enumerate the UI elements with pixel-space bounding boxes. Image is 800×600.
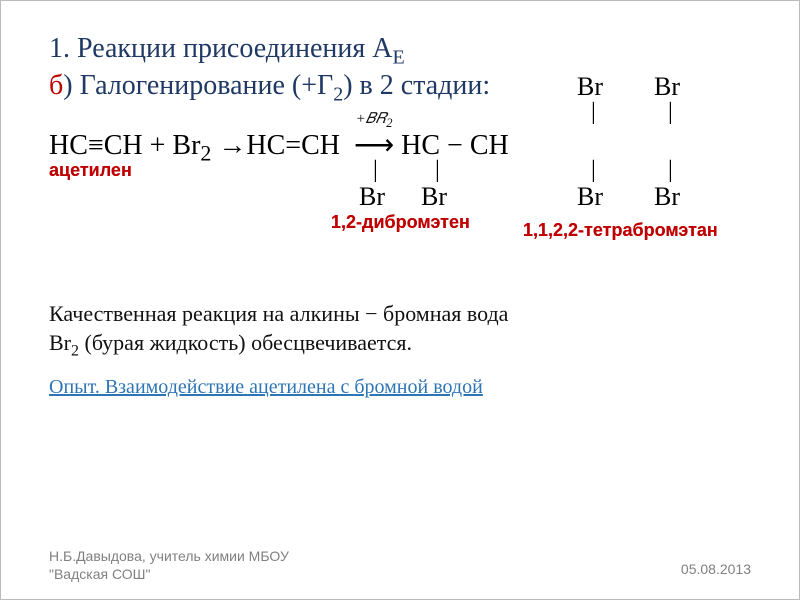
title-text-2a: ) Галогенирование (+Г	[63, 70, 333, 101]
bond: |	[591, 100, 596, 124]
title-text-2b: ) в 2 стадии:	[343, 70, 490, 101]
title-text-1: 1. Реакции присоединения А	[49, 33, 392, 64]
label-acetylene: ацетилен	[49, 160, 132, 181]
experiment-link[interactable]: Опыт. Взаимодействие ацетилена с бромной…	[49, 376, 751, 399]
br-atom: Br	[577, 184, 603, 210]
eq-arrow2-label-pre: +𝐵𝑅	[356, 111, 387, 127]
qual-br-sub: 2	[71, 343, 79, 360]
title-line-2: б) Галогенирование (+Г2) в 2 стадии:	[49, 70, 751, 107]
footer-date: 05.08.2013	[681, 561, 751, 577]
footer-author: Н.Б.Давыдова, учитель химии МБОУ "Вадска…	[49, 548, 289, 583]
reaction-equation: HC≡CH + Br2 →HC=CH +𝐵𝑅2⟶ HC − CH	[49, 128, 751, 167]
bond: |	[591, 158, 596, 182]
eq-br2-base: Br	[172, 130, 200, 161]
eq-arrow2-label: +𝐵𝑅2	[356, 110, 393, 131]
eq-arrow1: →	[211, 130, 246, 161]
br-atom: Br	[654, 184, 680, 210]
title-sub-g: 2	[333, 83, 343, 105]
qual-line2: Br2 (бурая жидкость) обесцвечивается.	[49, 328, 751, 362]
equation-area: HC≡CH + Br2 →HC=CH +𝐵𝑅2⟶ HC − CH | | Br …	[49, 128, 751, 167]
eq-product: HC − CH	[394, 130, 509, 161]
title-line-1: 1. Реакции присоединения АЕ	[49, 33, 751, 70]
bond: |	[435, 158, 440, 182]
bond: |	[373, 158, 378, 182]
bond: |	[668, 100, 673, 124]
label-tetrabromoethane: 1,1,2,2-тетрабромэтан	[523, 220, 718, 241]
eq-br2-sub: 2	[200, 141, 211, 166]
qual-rest: (бурая жидкость) обесцвечивается.	[79, 330, 412, 355]
br-atom: Br	[421, 184, 447, 210]
title-red-letter: б	[49, 70, 63, 101]
br-atom: Br	[654, 74, 680, 100]
bond: |	[668, 158, 673, 182]
eq-intermediate: HC=CH	[246, 130, 340, 161]
footer-author-l2: "Вадская СОШ"	[49, 566, 289, 584]
qual-br: Br	[49, 330, 71, 355]
br-atom: Br	[577, 74, 603, 100]
eq-plus: +	[143, 130, 173, 161]
qual-line1: Качественная реакция на алкины − бромная…	[49, 299, 751, 329]
qualitative-text: Качественная реакция на алкины − бромная…	[49, 299, 751, 363]
eq-arrow2-label-sub: 2	[386, 116, 392, 130]
footer-author-l1: Н.Б.Давыдова, учитель химии МБОУ	[49, 548, 289, 566]
eq-reactant: HC≡CH	[49, 130, 143, 161]
slide: 1. Реакции присоединения АЕ б) Галогенир…	[0, 0, 800, 600]
title-sub-e: Е	[392, 47, 404, 69]
br-atom: Br	[359, 184, 385, 210]
label-dibromoethene: 1,2-дибромэтен	[331, 212, 470, 233]
